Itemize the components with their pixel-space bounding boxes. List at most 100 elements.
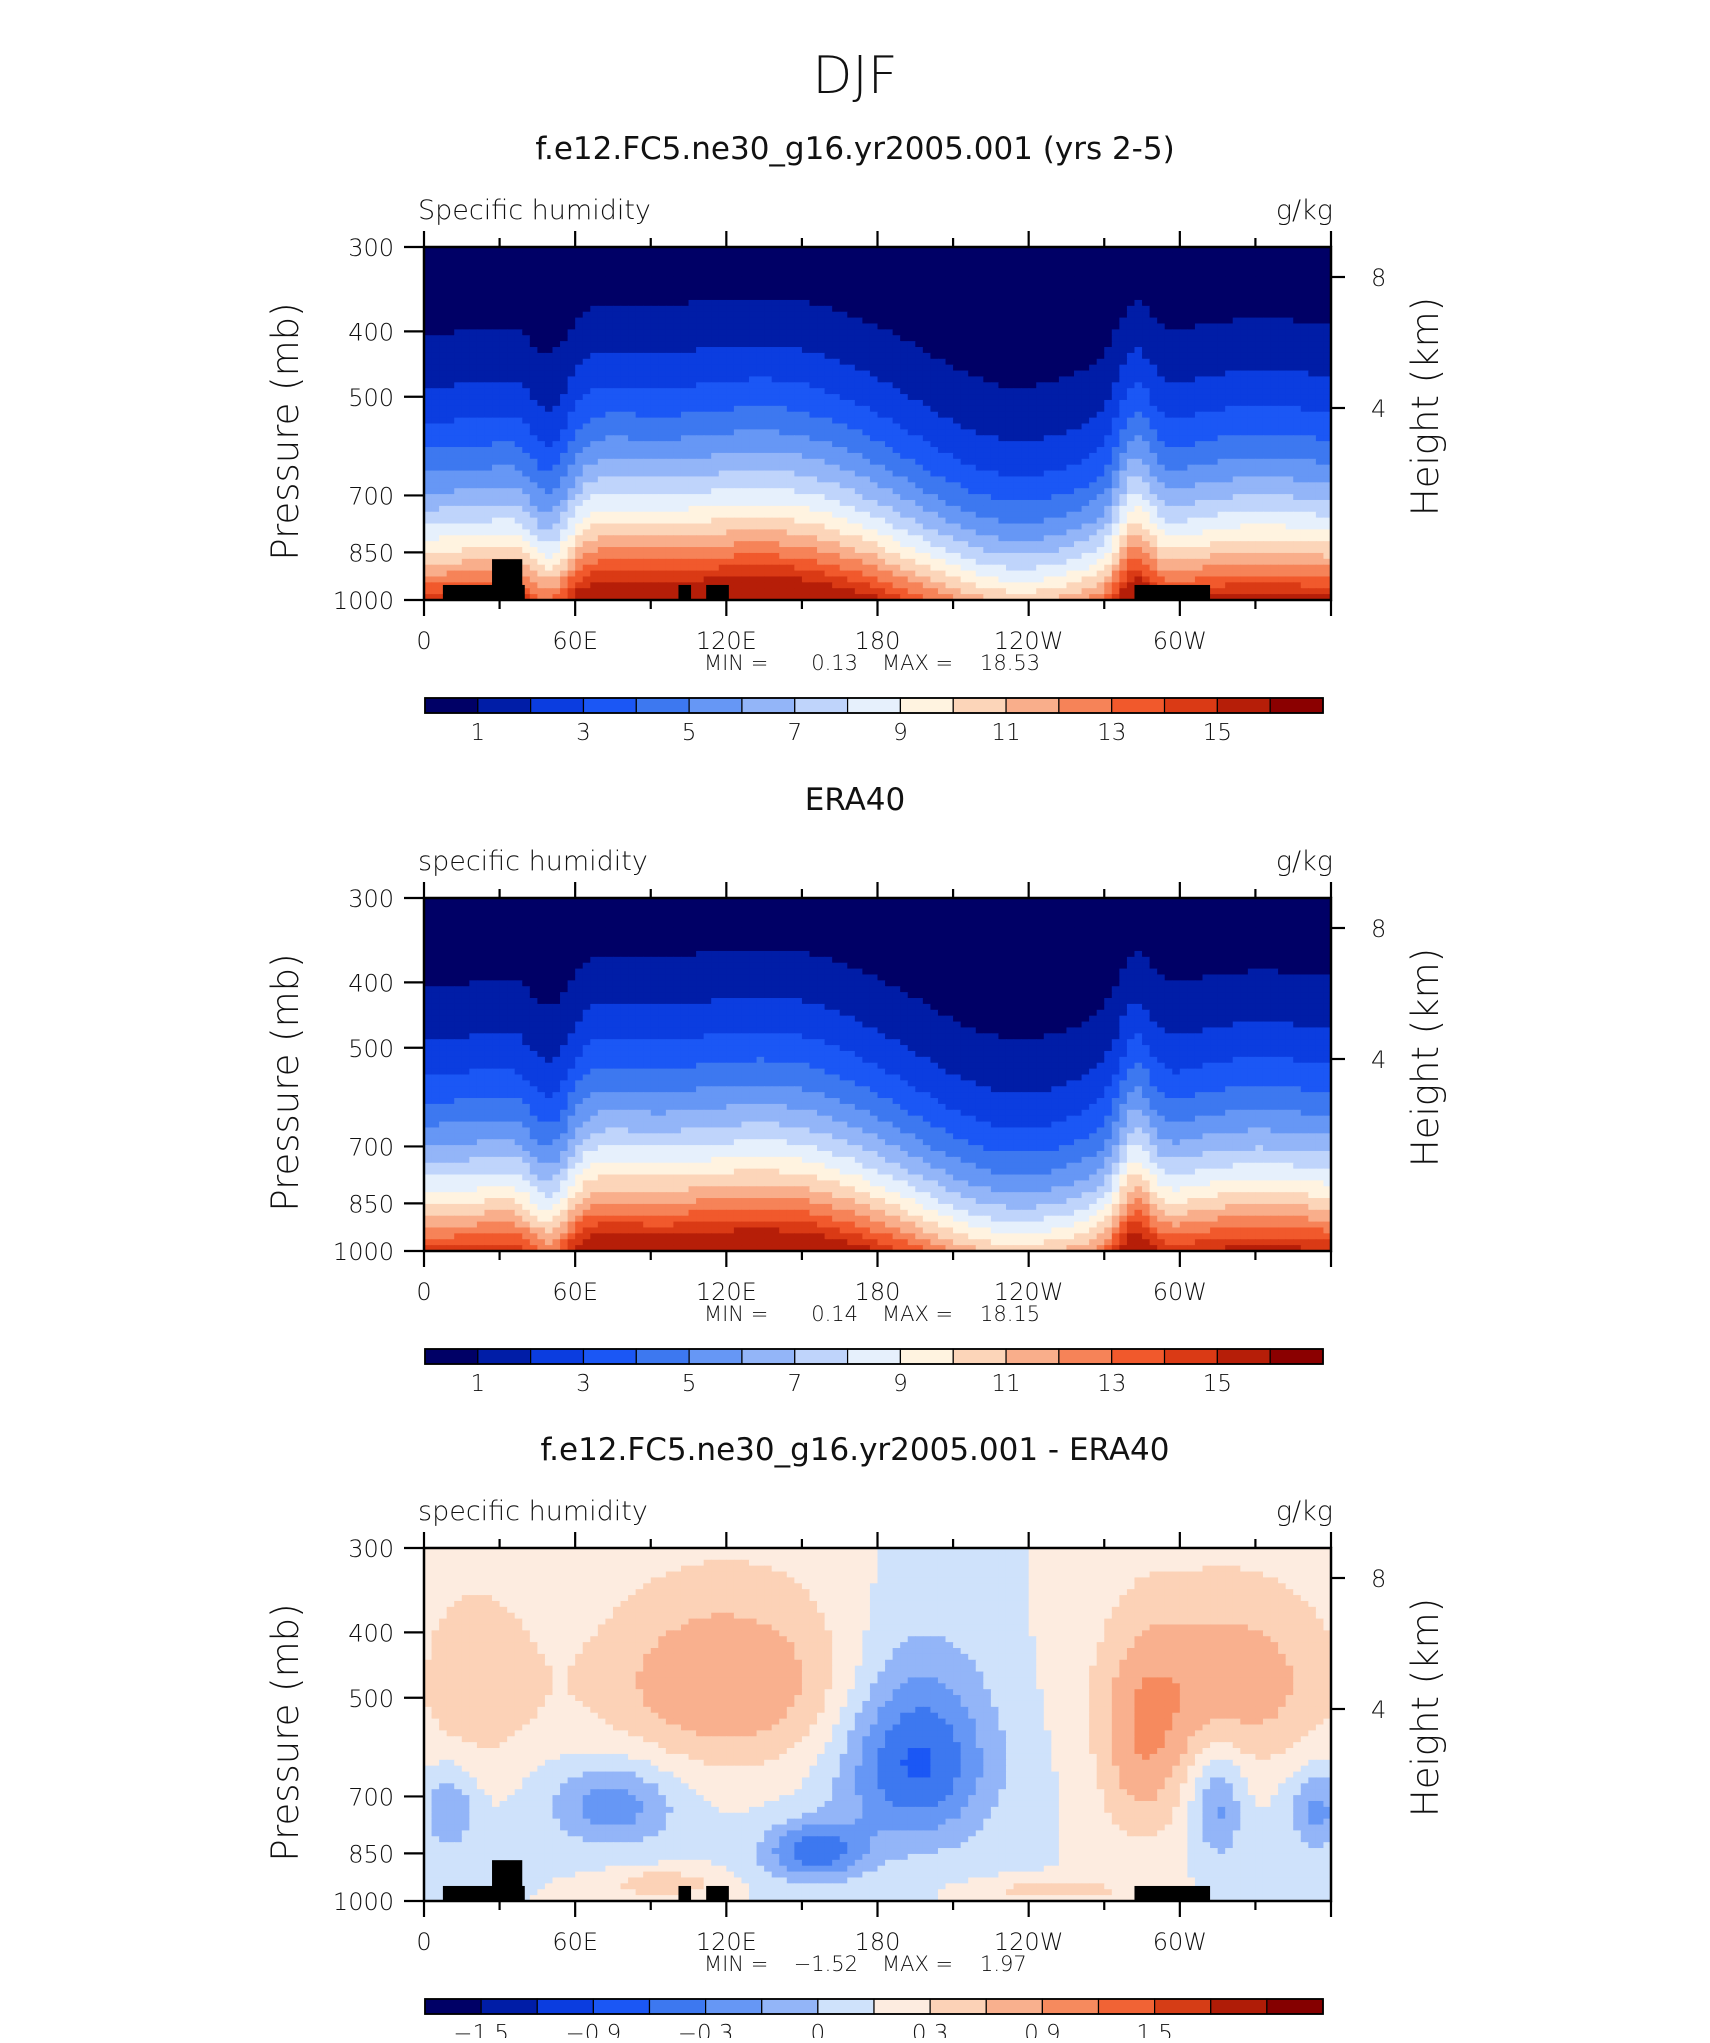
heatmap-cell [930,341,939,348]
heatmap-cell [877,458,886,466]
heatmap-cell [605,482,614,489]
heatmap-cell [756,447,765,454]
heatmap-cell [749,299,758,307]
heatmap-cell [809,341,818,348]
heatmap-cell [1270,247,1279,254]
heatmap-cell [930,258,939,266]
heatmap-cell [1217,311,1226,319]
heatmap-cell [741,405,750,413]
heatmap-cell [1210,247,1219,254]
heatmap-cell [590,370,599,378]
heatmap-cell [726,382,735,389]
heatmap-cell [522,252,531,260]
heatmap-cell [847,488,856,495]
heatmap-cell [801,364,811,372]
heatmap-cell [953,376,962,383]
heatmap-cell [1293,288,1302,295]
heatmap-cell [484,376,493,383]
heatmap-cell [1157,370,1166,378]
heatmap-cell [439,411,448,419]
heatmap-cell [749,258,758,266]
heatmap-cell [492,423,501,430]
heatmap-cell [1255,352,1264,360]
heatmap-cell [628,429,637,436]
heatmap-cell [673,270,682,278]
heatmap-cell [718,423,727,430]
heatmap-cell [1126,358,1136,366]
heatmap-cell [817,470,826,478]
heatmap-cell [1164,458,1173,466]
heatmap-cell [892,458,901,466]
heatmap-cell [930,358,939,366]
heatmap-cell [764,264,773,272]
heatmap-cell [1134,382,1143,389]
heatmap-cell [680,399,690,407]
heatmap-cell [552,376,561,383]
heatmap-cell [801,276,811,283]
heatmap-cell [643,288,652,295]
heatmap-cell [945,376,954,383]
heatmap-cell [590,276,599,283]
heatmap-cell [1104,347,1113,354]
heatmap-cell [620,264,629,272]
heatmap-cell [431,417,440,425]
heatmap-cell [446,382,455,389]
heatmap-cell [832,376,841,383]
heatmap-cell [507,358,516,366]
heatmap-cell [809,447,818,454]
heatmap-cell [514,382,523,389]
heatmap-cell [839,358,848,366]
heatmap-cell [1164,329,1173,336]
heatmap-cell [1157,441,1166,448]
heatmap-cell [1036,382,1045,389]
heatmap-cell [1149,470,1158,478]
heatmap-cell [582,376,591,383]
heatmap-cell [824,282,833,289]
heatmap-cell [817,394,826,401]
heatmap-cell [1308,282,1317,289]
heatmap-cell [907,329,916,336]
heatmap-cell [1308,470,1317,478]
heatmap-cell [1194,323,1204,330]
heatmap-cell [1089,470,1098,478]
heatmap-cell [1051,299,1060,307]
heatmap-cell [749,417,758,425]
heatmap-cell [1134,352,1143,360]
heatmap-cell [1308,305,1317,313]
heatmap-cell [809,464,818,472]
heatmap-cell [688,364,697,372]
heatmap-cell [1104,252,1113,260]
heatmap-cell [1111,370,1120,378]
heatmap-cell [537,270,546,278]
heatmap-cell [1285,447,1294,454]
heatmap-cell [1315,476,1325,483]
heatmap-cell [756,352,765,360]
heatmap-cell [650,476,659,483]
heatmap-cell [1142,299,1151,307]
heatmap-cell [1315,258,1325,266]
heatmap-cell [1051,311,1060,319]
heatmap-cell [620,311,629,319]
heatmap-cell [1300,423,1309,430]
heatmap-cell [431,352,440,360]
heatmap-cell [1232,341,1241,348]
heatmap-cell [590,423,599,430]
heatmap-cell [749,405,758,413]
heatmap-cell [998,370,1007,378]
heatmap-cell [907,294,916,301]
heatmap-cell [560,341,569,348]
heatmap-cell [953,441,962,448]
heatmap-cell [1081,470,1090,478]
heatmap-cell [968,288,977,295]
heatmap-cell [1074,470,1083,478]
heatmap-cell [507,252,516,260]
heatmap-cell [612,294,622,301]
heatmap-cell [544,329,554,336]
heatmap-cell [650,294,659,301]
heatmap-cell [794,329,803,336]
heatmap-cell [680,470,690,478]
heatmap-cell [1134,347,1143,354]
heatmap-cell [620,429,629,436]
heatmap-cell [733,317,743,325]
heatmap-cell [424,417,433,425]
